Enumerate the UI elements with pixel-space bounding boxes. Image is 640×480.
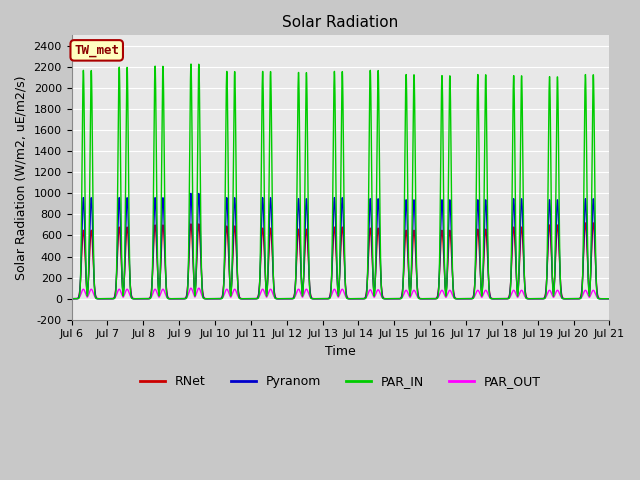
Legend: RNet, Pyranom, PAR_IN, PAR_OUT: RNet, Pyranom, PAR_IN, PAR_OUT	[135, 370, 546, 393]
Title: Solar Radiation: Solar Radiation	[282, 15, 399, 30]
X-axis label: Time: Time	[325, 345, 356, 358]
Y-axis label: Solar Radiation (W/m2, uE/m2/s): Solar Radiation (W/m2, uE/m2/s)	[15, 75, 28, 280]
Text: TW_met: TW_met	[74, 44, 119, 57]
